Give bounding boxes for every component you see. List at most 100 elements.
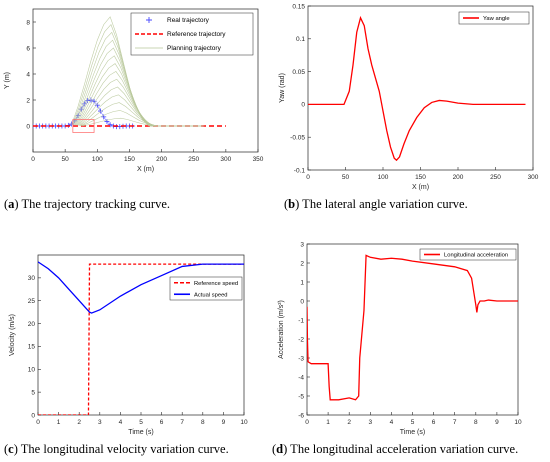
y-tick-label: 10	[28, 367, 36, 374]
series-line	[307, 254, 518, 401]
y-tick-label: -1	[298, 317, 304, 324]
x-tick-label: 200	[156, 156, 167, 163]
chart-1: 0 50 100 150 200 250 300 -0.1 -0.05 0 0.05 0.1 0.15 X…	[279, 3, 539, 191]
x-tick-label: 50	[62, 156, 70, 163]
x-tick-label: 1	[326, 419, 330, 426]
y-tick-label: 0	[31, 412, 35, 419]
x-tick-label: 100	[378, 174, 389, 181]
data-point	[94, 102, 100, 108]
series-line	[38, 263, 244, 415]
legend-box	[458, 11, 530, 25]
x-axis-label: Time (s)	[128, 429, 153, 436]
x-tick-label: 350	[253, 156, 264, 163]
y-tick-label: 8	[26, 19, 30, 26]
y-tick-label: 1	[300, 279, 304, 286]
caption-d: (d) The longitudinal acceleration variat…	[272, 442, 519, 456]
y-tick-label: -3	[298, 355, 304, 362]
legend: Real trajectory Reference trajectory Plann…	[130, 12, 254, 56]
legend-marker	[146, 17, 152, 23]
y-tick-label: 0	[300, 298, 304, 305]
series-line	[38, 261, 244, 314]
x-tick-label: 9	[495, 419, 499, 426]
legend-box	[419, 248, 517, 261]
x-tick-label: 150	[124, 156, 135, 163]
x-tick-label: 4	[119, 419, 123, 426]
y-tick-label: 0.05	[292, 69, 305, 76]
x-tick-label: 7	[180, 419, 184, 426]
legend-label: Reference trajectory	[167, 31, 226, 38]
plot-area	[306, 243, 519, 416]
data-point	[107, 122, 113, 128]
y-tick-label: 30	[28, 275, 36, 282]
legend-label: Yaw angle	[483, 16, 510, 22]
plot-content	[308, 15, 526, 162]
x-tick-label: 100	[92, 156, 103, 163]
x-tick-label: 0	[31, 156, 35, 163]
plot-content	[33, 16, 226, 133]
y-tick-label: -2	[298, 336, 304, 343]
x-tick-label: 150	[415, 174, 426, 181]
y-tick-label: 2	[300, 260, 304, 267]
y-tick-label: -5	[298, 393, 304, 400]
x-tick-label: 5	[139, 419, 143, 426]
x-tick-label: 250	[490, 174, 501, 181]
legend: Reference speed Actual speed	[169, 276, 243, 301]
plot-content	[307, 254, 518, 401]
legend: Yaw angle	[458, 11, 530, 25]
y-tick-label: 4	[26, 71, 30, 78]
y-axis-label: Acceleration (m/s²)	[278, 300, 285, 359]
chart-2: 0 1 2 3 4 5 6 7 8 9 10 0 5 10 15 20 25 30 Time (s) Velocity…	[9, 254, 248, 436]
plot-content	[38, 261, 244, 415]
caption-b: (b) The lateral angle variation curve.	[284, 197, 468, 211]
y-axis-label: Y (m)	[4, 72, 11, 89]
x-tick-label: 6	[160, 419, 164, 426]
chart-3: 0 1 2 3 4 5 6 7 8 9 10 -6 -5 -4 -3 -2 -1 0 1 2 3 Time (s) Acce…	[278, 241, 522, 436]
x-tick-label: 250	[188, 156, 199, 163]
y-tick-label: 2	[26, 97, 30, 104]
x-tick-label: 50	[342, 174, 350, 181]
x-tick-label: 8	[201, 419, 205, 426]
legend-label: Reference speed	[194, 281, 238, 287]
x-tick-label: 9	[222, 419, 226, 426]
caption-c: (c) The longitudinal velocity variation …	[4, 442, 229, 456]
x-tick-label: 0	[305, 419, 309, 426]
y-axis-label: Yaw (rad)	[279, 73, 286, 103]
y-tick-label: 0	[301, 102, 305, 109]
y-tick-label: 0.15	[292, 3, 305, 10]
legend-label: Longitudinal acceleration	[444, 253, 508, 259]
x-tick-label: 2	[347, 419, 351, 426]
chart-0: 0 50 100 150 200 250 300 350 0 2 4 6 8 X (m) Y (m) Real…	[4, 8, 264, 173]
y-tick-label: 25	[28, 298, 36, 305]
x-tick-label: 6	[432, 419, 436, 426]
x-tick-label: 0	[306, 174, 310, 181]
planning-curve	[71, 16, 194, 127]
series-line	[308, 15, 526, 162]
y-tick-label: 0.1	[296, 36, 305, 43]
x-axis-label: Time (s)	[400, 429, 425, 436]
y-tick-label: -0.1	[294, 167, 306, 174]
x-tick-label: 3	[98, 419, 102, 426]
x-tick-label: 300	[220, 156, 231, 163]
annotation-box	[72, 119, 95, 133]
y-tick-label: 3	[300, 241, 304, 248]
data-point	[98, 108, 103, 114]
x-tick-label: 2	[77, 419, 81, 426]
y-tick-label: -0.05	[290, 135, 305, 142]
y-tick-label: -6	[298, 412, 304, 419]
x-tick-label: 300	[528, 174, 539, 181]
x-tick-label: 200	[453, 174, 464, 181]
data-point	[88, 97, 94, 103]
x-tick-label: 8	[474, 419, 478, 426]
y-tick-label: -4	[298, 374, 304, 381]
y-tick-label: 6	[26, 45, 30, 52]
y-tick-label: 20	[28, 321, 36, 328]
x-tick-label: 4	[390, 419, 394, 426]
plot-area	[307, 5, 534, 171]
x-tick-label: 1	[57, 419, 61, 426]
y-axis-label: Velocity (m/s)	[9, 314, 16, 356]
legend: Longitudinal acceleration	[419, 248, 517, 261]
legend-label: Planning trajectory	[167, 45, 222, 52]
data-point	[104, 118, 110, 124]
x-tick-label: 5	[411, 419, 415, 426]
